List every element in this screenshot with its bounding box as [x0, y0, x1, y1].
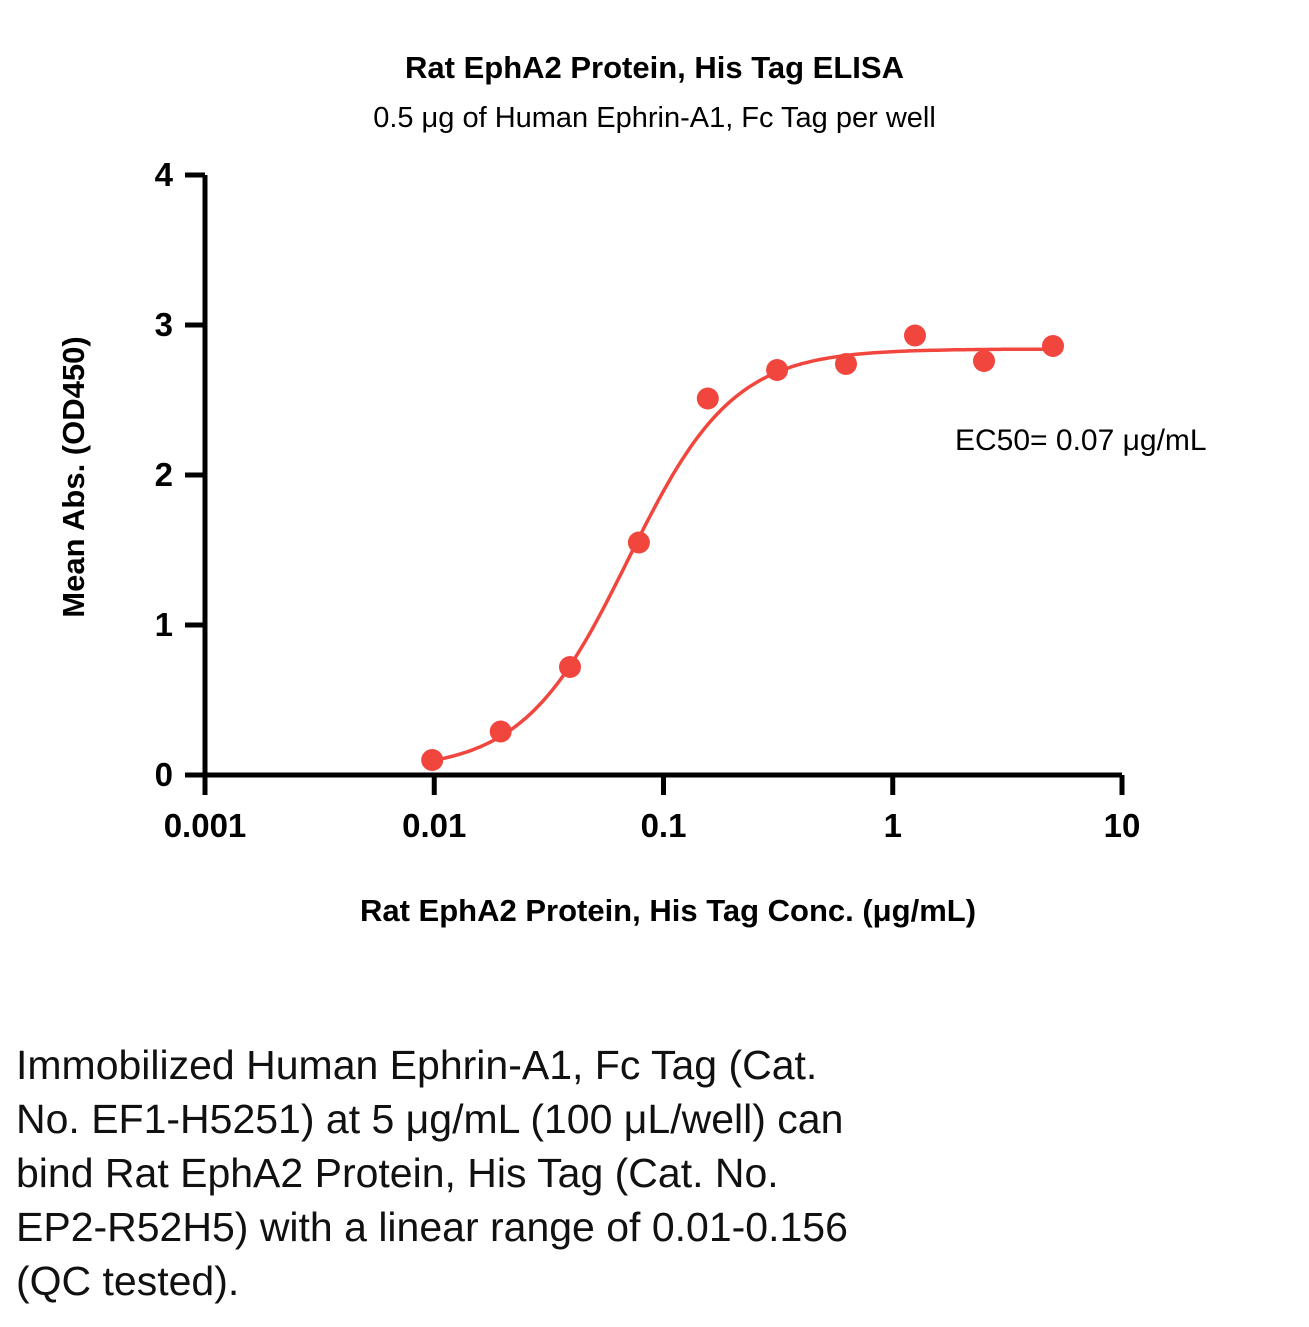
data-point [766, 359, 789, 381]
data-point [489, 720, 512, 743]
x-tick-label: 1 [884, 807, 902, 844]
y-tick-label: 3 [155, 306, 173, 343]
data-point [1042, 335, 1064, 357]
data-point [559, 656, 581, 678]
data-point [973, 350, 995, 372]
data-point [835, 353, 857, 375]
y-axis-title: Mean Abs. (OD450) [56, 336, 91, 618]
figure-caption: Immobilized Human Ephrin-A1, Fc Tag (Cat… [16, 1042, 848, 1304]
chart-subtitle: 0.5 μg of Human Ephrin-A1, Fc Tag per we… [373, 102, 936, 134]
y-tick-label: 4 [155, 156, 174, 193]
x-tick-label: 10 [1104, 807, 1141, 844]
x-tick-label: 0.1 [641, 807, 687, 844]
x-axis-title: Rat EphA2 Protein, His Tag Conc. (μg/mL) [359, 893, 977, 928]
data-point [904, 324, 926, 347]
y-tick-label: 1 [155, 606, 173, 643]
data-point [421, 749, 444, 771]
fit-curve [426, 347, 1053, 764]
x-tick-label: 0.001 [164, 807, 247, 844]
ec50-annotation: EC50= 0.07 μg/mL [955, 424, 1207, 457]
y-tick-label: 2 [155, 456, 173, 493]
chart-title: Rat EphA2 Protein, His Tag ELISA [405, 50, 904, 85]
elisa-chart: 0.001 0.01 0.1 1 10 0 1 2 3 4 [155, 156, 1141, 844]
data-point [627, 531, 650, 554]
y-tick-label: 0 [155, 756, 173, 793]
x-tick-label: 0.01 [402, 807, 466, 844]
data-point [696, 387, 719, 410]
